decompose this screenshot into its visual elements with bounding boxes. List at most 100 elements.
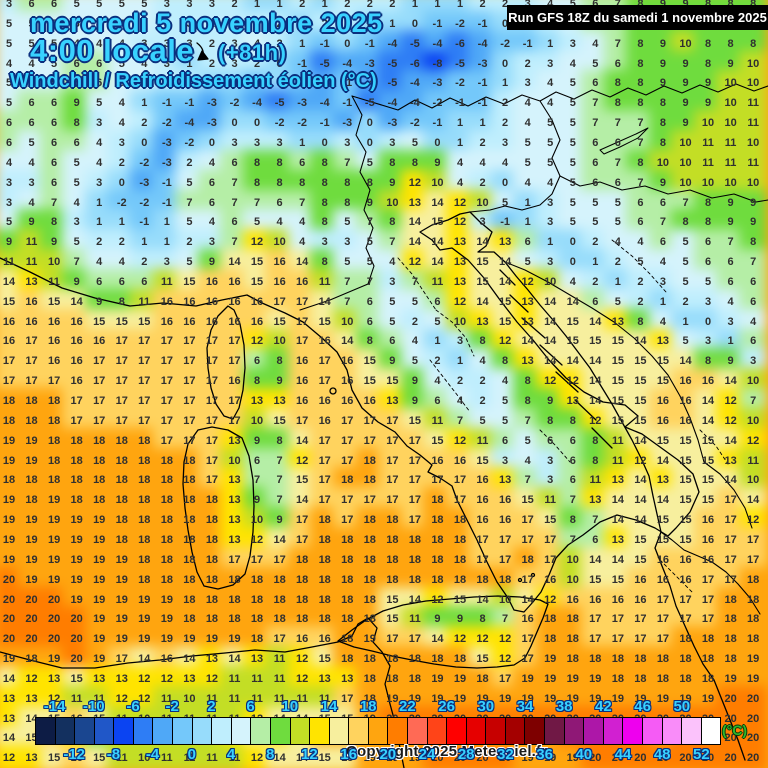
map-value: 5: [569, 156, 576, 169]
map-value: 17: [138, 335, 151, 348]
map-value: 9: [411, 375, 418, 388]
map-value: 3: [704, 335, 712, 348]
map-value: 17: [183, 335, 196, 348]
map-value: 7: [344, 295, 351, 308]
map-value: 17: [341, 692, 354, 705]
map-value: 14: [70, 295, 83, 308]
map-value: 17: [160, 395, 173, 407]
map-value: 17: [296, 315, 309, 328]
map-value: 7: [253, 474, 261, 487]
map-value: 13: [228, 494, 241, 507]
map-value: 20: [47, 633, 61, 646]
map-value: 18: [70, 494, 83, 507]
map-value: 14: [273, 752, 286, 765]
map-value: 11: [612, 454, 624, 467]
map-value: 15: [701, 434, 715, 447]
map-value: 13: [2, 712, 16, 725]
scale-label-bottom: 4: [226, 746, 236, 763]
map-value: 15: [611, 395, 624, 407]
map-value: 5: [569, 136, 576, 149]
map-value: 8: [321, 196, 328, 209]
map-value: 16: [183, 315, 196, 328]
map-value: 17: [273, 633, 286, 646]
map-value: 0: [434, 136, 441, 149]
map-value: 11: [228, 672, 241, 685]
map-value: 1: [727, 335, 734, 348]
map-value: 4: [637, 236, 644, 249]
map-value: 17: [498, 553, 512, 566]
map-value: 13: [250, 395, 264, 407]
map-value: 14: [634, 514, 647, 527]
map-value: 18: [724, 593, 737, 606]
map-value: 2: [637, 275, 644, 288]
scale-color-cell: [153, 718, 174, 744]
map-value: 17: [115, 414, 128, 427]
map-value: -4: [387, 37, 398, 50]
map-value: 18: [205, 553, 219, 566]
map-value: 9: [366, 196, 373, 209]
map-value: 18: [363, 672, 376, 685]
map-value: 10: [747, 375, 760, 388]
map-value: 5: [366, 236, 373, 249]
map-value: 4: [659, 256, 666, 269]
map-value: 0: [366, 117, 373, 130]
map-value: 16: [656, 573, 670, 586]
map-value: 12: [544, 593, 557, 606]
map-value: 2: [96, 236, 103, 249]
map-value: 8: [479, 613, 486, 626]
map-value: 4: [502, 156, 509, 169]
map-value: 17: [453, 474, 467, 487]
map-value: 19: [453, 692, 467, 705]
map-value: 18: [363, 514, 376, 527]
map-value: 3: [389, 275, 396, 288]
map-value: 6: [592, 176, 599, 189]
map-value: 17: [318, 375, 331, 388]
map-value: 5: [524, 434, 531, 447]
map-value: 14: [701, 414, 715, 427]
map-value: 5: [524, 156, 531, 169]
map-value: 6: [366, 315, 373, 328]
map-value: 15: [318, 315, 331, 328]
map-value: 10: [250, 514, 264, 527]
map-value: 10: [566, 573, 579, 586]
map-value: -3: [342, 117, 353, 130]
map-value: 1: [118, 216, 125, 229]
map-value: 11: [702, 156, 714, 169]
map-value: 18: [115, 434, 128, 447]
map-value: 14: [724, 434, 737, 447]
map-value: 2: [141, 256, 148, 269]
map-value: 7: [231, 176, 238, 189]
map-value: 5: [253, 216, 261, 229]
map-value: 19: [386, 692, 399, 705]
map-value: 4: [479, 355, 486, 368]
map-value: 15: [679, 494, 692, 507]
map-value: 8: [276, 176, 283, 189]
map-value: -6: [410, 57, 420, 70]
map-value: 6: [569, 454, 576, 467]
map-value: 18: [318, 514, 331, 527]
map-value: -5: [455, 57, 465, 70]
map-value: 16: [701, 553, 715, 566]
map-value: 18: [205, 494, 219, 507]
map-value: 8: [366, 176, 373, 189]
scale-color-cell: [310, 718, 330, 744]
map-value: 18: [747, 633, 760, 646]
map-value: 9: [434, 613, 441, 626]
map-value: 6: [524, 236, 531, 249]
map-value: 7: [592, 514, 599, 527]
map-value: 12: [747, 514, 760, 527]
map-value: 17: [138, 375, 151, 388]
map-value: 19: [93, 573, 106, 586]
map-value: 14: [634, 335, 647, 348]
map-value: 3: [118, 136, 125, 149]
scale-color-cell: [407, 718, 428, 744]
map-value: 17: [2, 355, 16, 368]
map-value: 11: [476, 434, 489, 447]
map-value: 15: [2, 295, 16, 308]
map-value: 17: [611, 613, 624, 626]
map-value: 11: [747, 454, 759, 467]
scale-label-top: -2: [165, 698, 179, 715]
map-value: 14: [228, 256, 241, 269]
map-value: 17: [701, 593, 715, 606]
